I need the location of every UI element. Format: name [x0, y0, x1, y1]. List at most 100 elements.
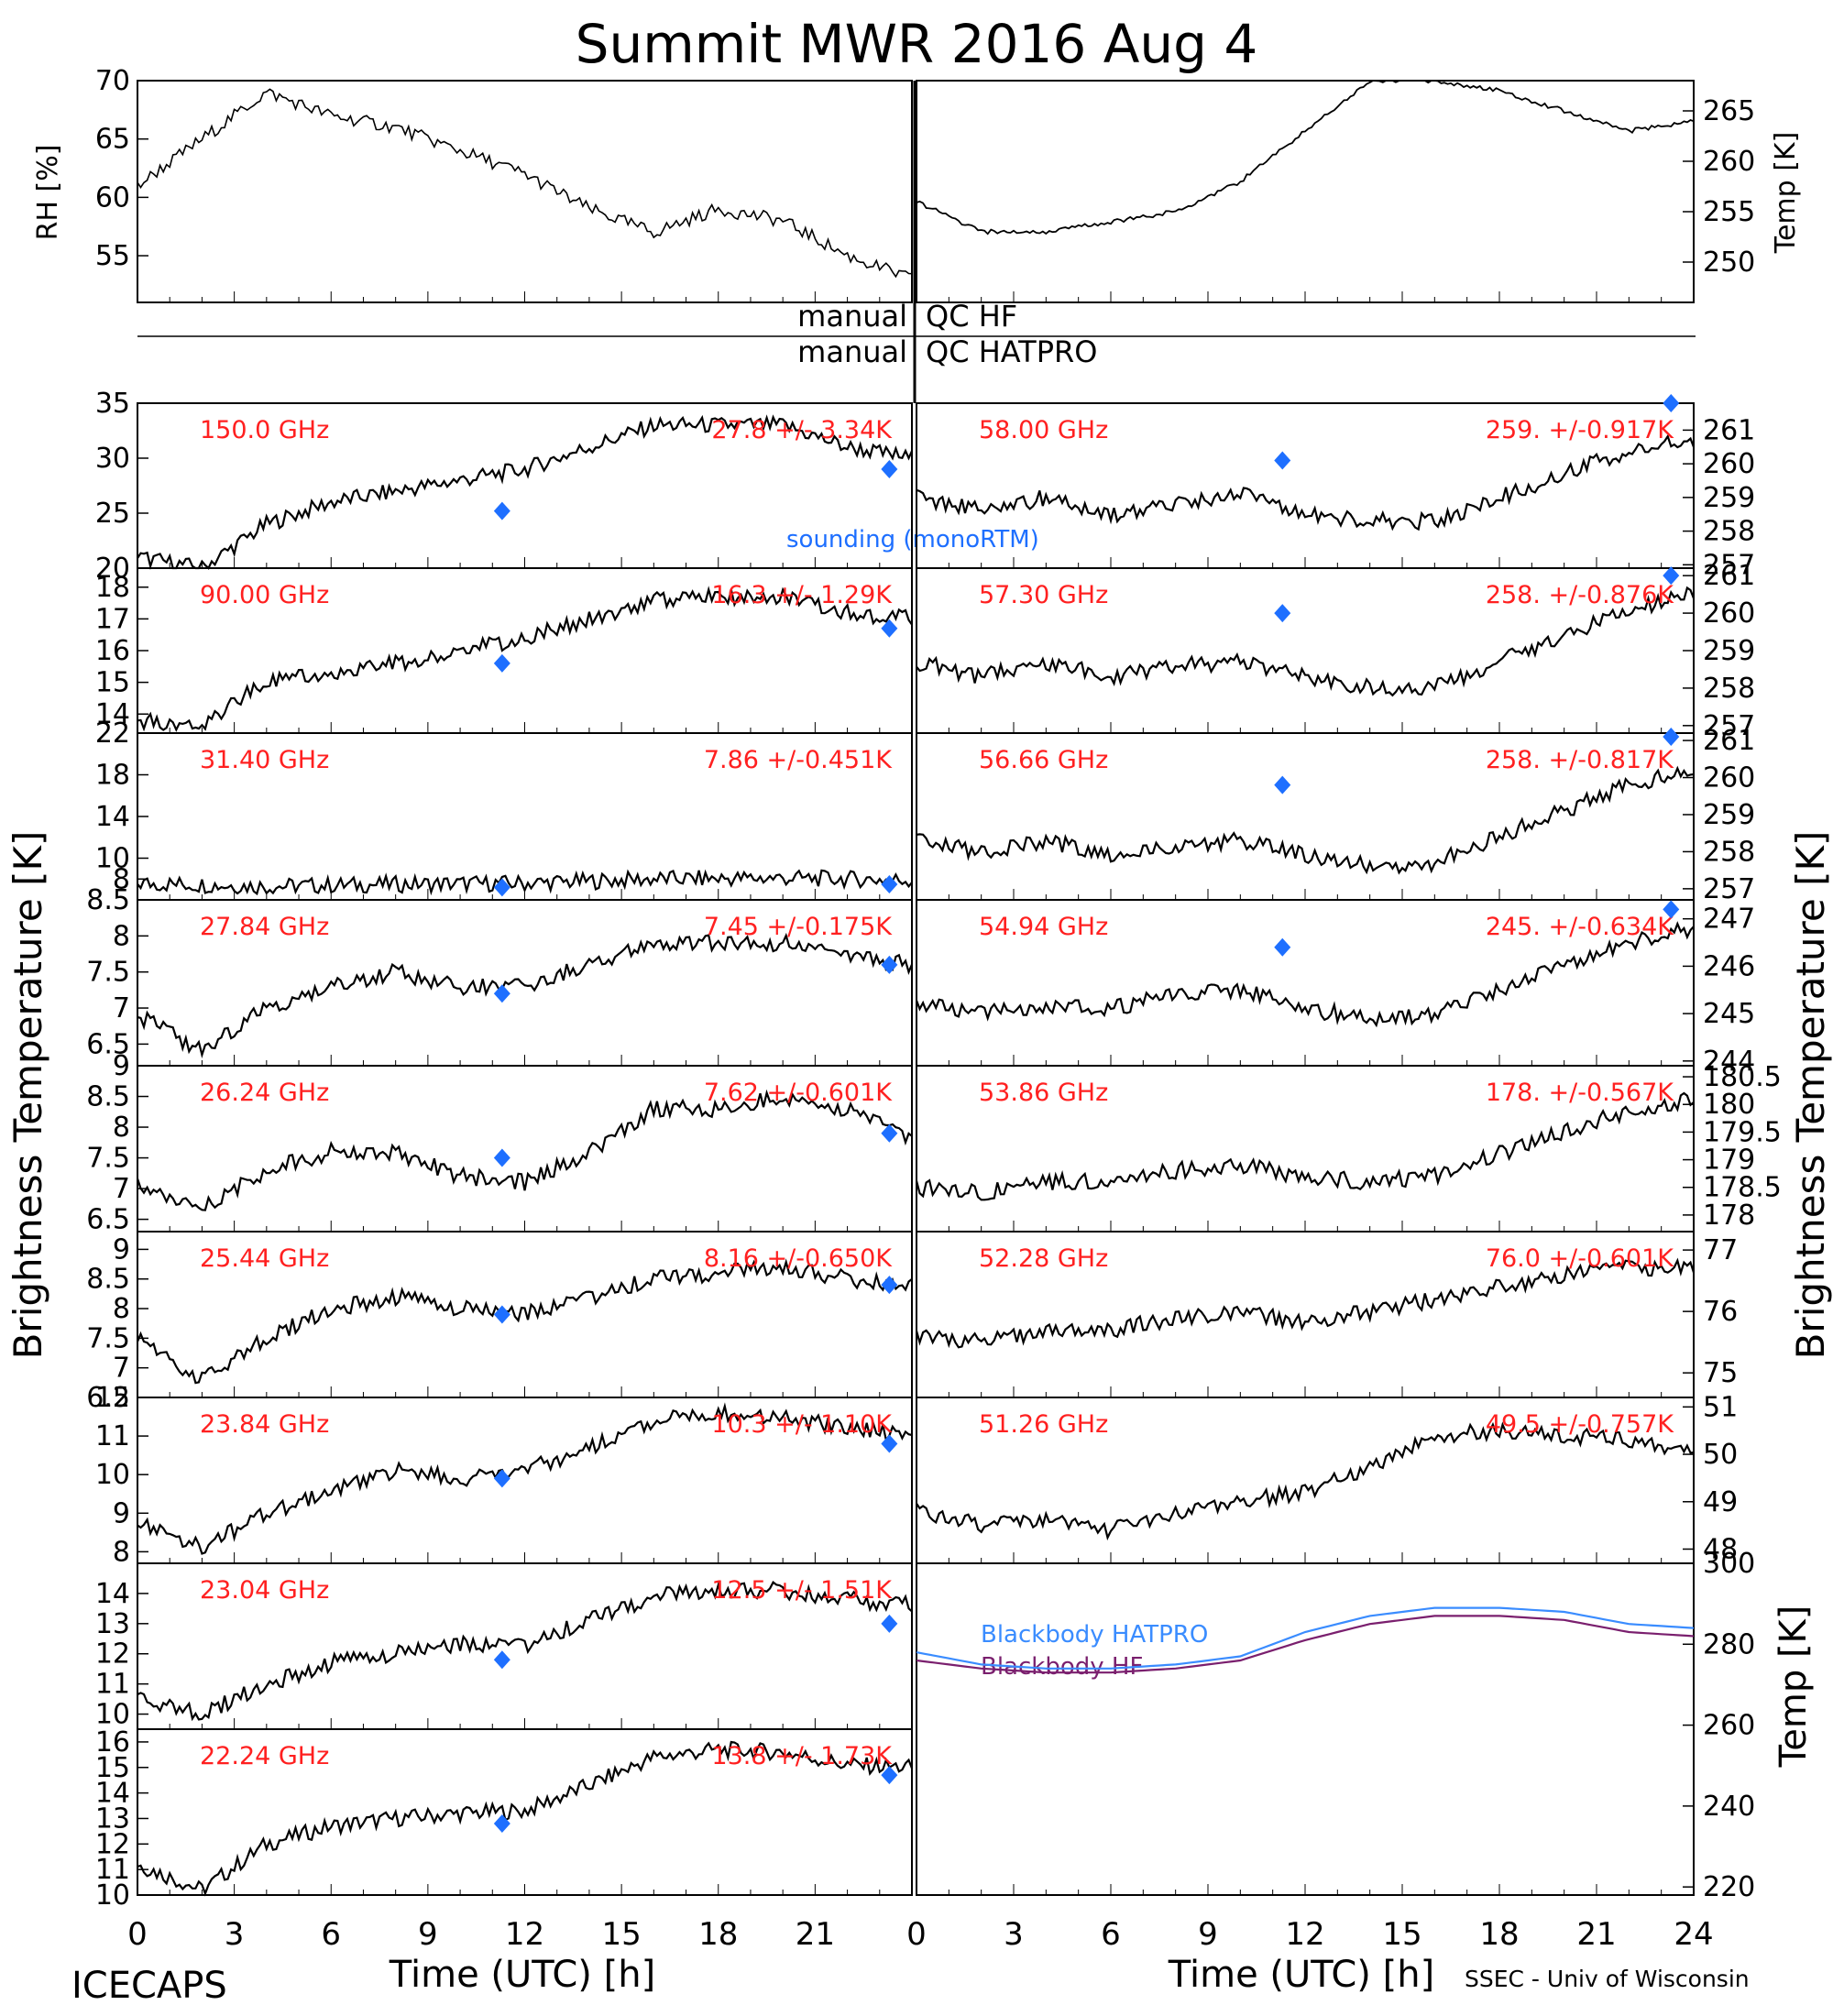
xtick-label-right-6: 6	[1101, 1916, 1121, 1953]
stat-label-54-94: 245. +/-0.634K	[1486, 913, 1674, 941]
sounding-marker-90-00-1	[881, 619, 898, 638]
ytick-label-22-24-5: 15	[95, 1752, 130, 1784]
figure-title: Summit MWR 2016 Aug 4	[576, 13, 1258, 75]
freq-label-26-24: 26.24 GHz	[200, 1079, 329, 1107]
sounding-marker-22-24-0	[493, 1814, 510, 1834]
freq-label-23-04: 23.04 GHz	[200, 1576, 329, 1605]
ytick-label-150-00-1: 25	[95, 498, 130, 530]
ytick-label-bb-2: 260	[1703, 1710, 1755, 1742]
xtick-label-right-9: 9	[1198, 1916, 1218, 1953]
series-line-56-66	[916, 765, 1695, 875]
right-xlabel: Time (UTC) [h]	[1168, 1954, 1434, 1996]
ytick-label-22-24-3: 13	[95, 1802, 130, 1835]
sounding-marker-54-94-0	[1274, 937, 1291, 957]
sounding-marker-150-00-0	[493, 501, 510, 520]
ytick-label-90-00-4: 18	[95, 572, 130, 604]
bb-series-line-0	[916, 1606, 1695, 1670]
ytick-label-53-86-5: 180.5	[1703, 1061, 1782, 1093]
stat-label-56-66: 258. +/-0.817K	[1486, 746, 1674, 774]
ytick-label-23-04-4: 14	[95, 1578, 130, 1610]
series-line-53-86	[915, 1091, 1695, 1201]
sounding-marker-54-94-1	[1663, 900, 1680, 919]
series-line-22-24	[137, 1740, 914, 1897]
freq-label-56-66: 56.66 GHz	[979, 746, 1108, 774]
ytick-label-25-44-4: 8.5	[86, 1264, 130, 1296]
ytick-label-58-00-1: 258	[1703, 516, 1755, 548]
ytick-label-26-24-3: 8	[113, 1112, 130, 1144]
ytick-label-bb-4: 300	[1703, 1548, 1755, 1580]
ytick-label-26-24-5: 9	[113, 1050, 130, 1082]
sounding-marker-58-00-0	[1274, 451, 1291, 470]
ytick-label-26-24-4: 8.5	[86, 1081, 130, 1113]
series-line-51-26	[916, 1421, 1695, 1541]
ytick-label-22-24-1: 11	[95, 1854, 130, 1886]
panel-frame-temp	[916, 80, 1695, 303]
xtick-label-left-15: 15	[601, 1916, 641, 1953]
xtick-label-left-18: 18	[698, 1916, 738, 1953]
bb-ylabel: Temp [K]	[1773, 1605, 1815, 1769]
ytick-label-23-04-1: 11	[95, 1669, 130, 1701]
sounding-marker-57-30-0	[1274, 604, 1291, 623]
series-line-temp	[916, 80, 1695, 236]
ytick-label-58-00-0: 257	[1703, 549, 1755, 581]
sounding-marker-27-84-1	[881, 955, 898, 974]
series-line-23-04	[137, 1581, 913, 1722]
left-xlabel: Time (UTC) [h]	[389, 1954, 655, 1996]
ytick-label-27-84-1: 7	[113, 992, 130, 1024]
stat-label-150-00: 27.8 +/- 3.34K	[711, 416, 893, 444]
ytick-label-31-40-2: 14	[95, 801, 130, 833]
ytick-label-temp-0: 250	[1703, 247, 1755, 279]
ytick-label-150-00-2: 30	[95, 443, 130, 475]
ytick-label-58-00-2: 259	[1703, 482, 1755, 514]
ytick-label-rh-3: 70	[95, 65, 130, 97]
series-line-25-44	[136, 1258, 913, 1385]
sounding-marker-56-66-1	[1663, 728, 1680, 747]
ytick-label-51-26-1: 49	[1703, 1486, 1738, 1518]
ytick-label-54-94-3: 247	[1703, 904, 1755, 936]
xtick-label-right-15: 15	[1382, 1916, 1421, 1953]
ytick-label-26-24-2: 7.5	[86, 1143, 130, 1175]
freq-label-52-28: 52.28 GHz	[979, 1244, 1108, 1273]
ytick-label-51-26-0: 48	[1703, 1533, 1738, 1565]
ytick-label-150-00-3: 35	[95, 388, 130, 420]
ytick-label-bb-0: 220	[1703, 1871, 1755, 1903]
freq-label-90-00: 90.00 GHz	[200, 581, 329, 609]
stat-label-57-30: 258. +/-0.876K	[1486, 581, 1674, 609]
sounding-marker-25-44-1	[881, 1276, 898, 1295]
temp-ylabel: Temp [K]	[1770, 132, 1802, 255]
series-line-90-00	[137, 586, 913, 732]
freq-label-23-84: 23.84 GHz	[200, 1410, 329, 1439]
sounding-marker-150-00-1	[881, 460, 898, 478]
ytick-label-54-94-2: 246	[1703, 950, 1755, 982]
stat-label-51-26: 49.5 +/-0.757K	[1486, 1410, 1674, 1439]
ytick-label-25-44-0: 6.5	[86, 1382, 130, 1414]
left-ylabel: Brightness Temperature [K]	[5, 831, 50, 1360]
series-line-57-30	[916, 586, 1696, 697]
ytick-label-26-24-0: 6.5	[86, 1204, 130, 1236]
xtick-label-right-18: 18	[1479, 1916, 1519, 1953]
icecaps-label: ICECAPS	[71, 1965, 227, 2007]
sounding-marker-23-84-1	[881, 1434, 898, 1453]
ytick-label-56-66-4: 261	[1703, 725, 1755, 757]
ytick-label-25-44-1: 7	[113, 1353, 130, 1385]
freq-label-25-44: 25.44 GHz	[200, 1244, 329, 1273]
ssec-label: SSEC - Univ of Wisconsin	[1465, 1966, 1750, 1992]
ytick-label-23-84-2: 10	[95, 1459, 130, 1491]
ytick-label-23-84-3: 11	[95, 1420, 130, 1452]
ytick-label-22-24-6: 16	[95, 1726, 130, 1759]
ytick-label-52-28-1: 76	[1703, 1296, 1738, 1328]
ytick-label-rh-2: 65	[95, 124, 130, 156]
freq-label-27-84: 27.84 GHz	[200, 913, 329, 941]
bb-hatpro-label: Blackbody HATPRO	[981, 1621, 1208, 1649]
qc-hatpro-label: QC HATPRO	[926, 334, 1097, 369]
ytick-label-temp-1: 255	[1703, 196, 1755, 228]
ytick-label-90-00-1: 15	[95, 667, 130, 699]
ytick-label-54-94-1: 245	[1703, 998, 1755, 1030]
ytick-label-54-94-0: 244	[1703, 1046, 1755, 1078]
xtick-label-right-12: 12	[1285, 1916, 1324, 1953]
stat-label-25-44: 8.16 +/-0.650K	[704, 1244, 893, 1273]
sounding-marker-26-24-0	[493, 1148, 510, 1167]
ytick-label-temp-3: 265	[1703, 95, 1755, 127]
